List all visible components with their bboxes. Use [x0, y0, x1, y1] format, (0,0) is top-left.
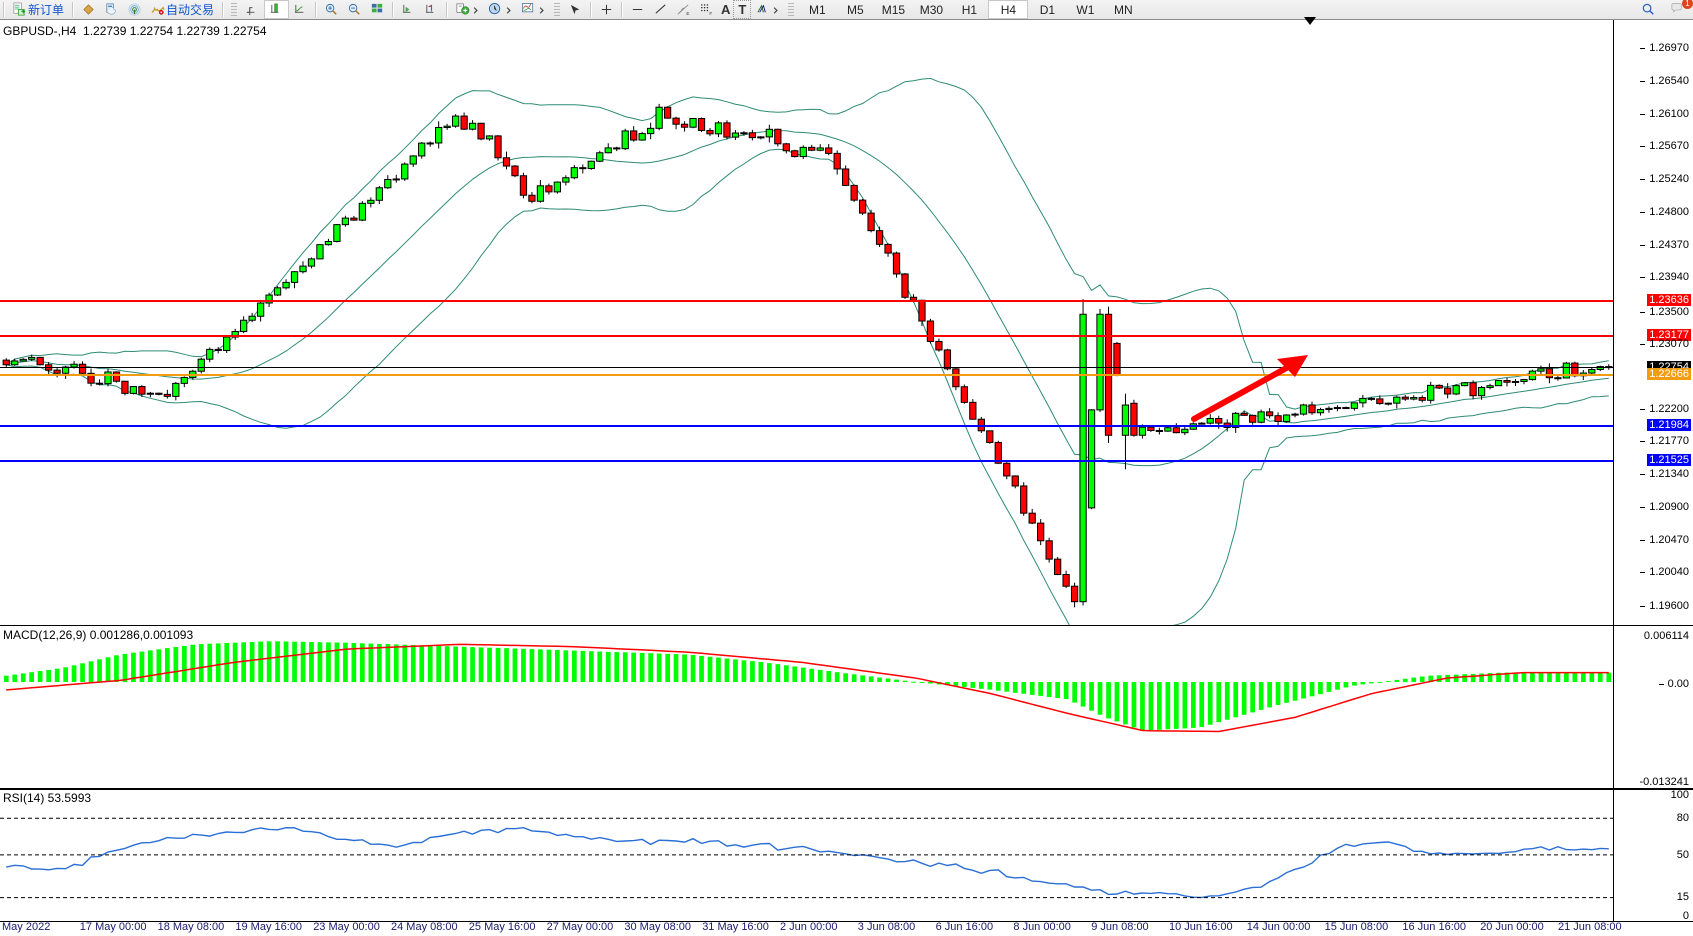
svg-text:F: F [709, 11, 712, 16]
svg-text:E: E [686, 11, 689, 16]
